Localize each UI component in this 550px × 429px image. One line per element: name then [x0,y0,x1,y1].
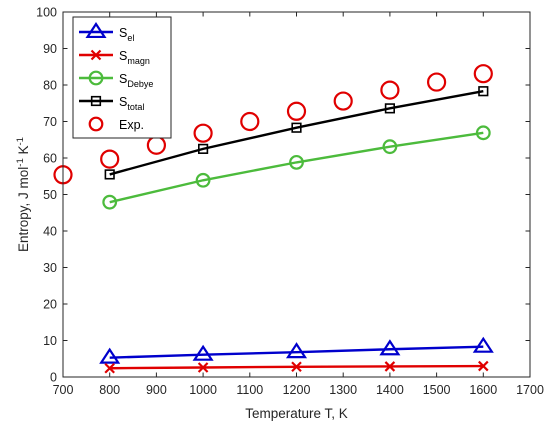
y-tick-label: 60 [43,152,57,166]
point-debye [102,194,118,210]
legend-marker-exp [88,116,104,132]
point-magn [104,362,115,374]
x-tick-label: 1400 [376,383,404,397]
legend-marker-total [90,95,102,107]
y-tick-label: 0 [50,371,57,385]
x-tick-label: 1600 [469,383,497,397]
x-tick-label: 800 [99,383,120,397]
legend-entry-magn: Smagn [79,49,150,66]
y-tick-label: 40 [43,225,57,239]
point-debye [475,125,491,141]
series-el [99,336,494,364]
series-magn [104,360,489,374]
legend-entry-debye: SDebye [79,70,153,89]
y-tick-label: 50 [43,188,57,202]
point-el [472,336,494,353]
x-tick-label: 1200 [283,383,311,397]
point-debye [289,154,304,170]
legend-label-magn: Smagn [119,49,150,66]
point-magn [384,361,396,372]
series-total [104,86,489,180]
x-tick-label: 700 [53,383,74,397]
point-magn [478,360,489,372]
line-debye [109,131,484,204]
y-tick-label: 10 [43,334,57,348]
legend-marker-debye [88,70,104,86]
point-exp [426,72,447,92]
x-tick-label: 1700 [516,383,544,397]
point-exp [286,101,307,121]
y-tick-label: 30 [43,261,57,275]
x-tick-label: 1500 [423,383,451,397]
legend-entry-total: Stotal [79,95,144,112]
y-tick-label: 100 [36,6,57,20]
legend-entry-el: Sel [79,21,134,43]
legend-label-total: Stotal [119,95,144,112]
y-tick-label: 80 [43,79,57,93]
legend-label-debye: SDebye [119,72,153,89]
point-el [379,339,401,356]
line-total [109,90,484,176]
legend-marker-el [85,21,107,39]
point-exp [333,91,353,111]
legend-marker-magn [90,49,102,61]
point-exp [100,149,120,169]
x-tick-label: 1100 [236,383,263,397]
point-total [291,122,302,133]
y-tick-label: 90 [43,42,57,56]
x-axis-label: Temperature T, K [245,406,348,421]
point-total [478,86,489,97]
series-debye [102,125,491,210]
legend-entry-exp: Exp. [88,116,144,132]
point-total [384,103,396,114]
point-el [285,342,308,359]
point-exp [240,111,260,132]
point-total [104,169,115,180]
legend-label-exp: Exp. [119,118,144,132]
point-el [99,347,121,364]
point-exp [380,80,400,100]
point-exp [193,123,213,143]
line-el [109,345,484,359]
point-debye [195,172,211,188]
x-tick-label: 900 [146,383,167,397]
legend: Sel Smagn SDebye Stotal Exp. [72,16,172,139]
y-axis-label: Entropy, J mol-1 K-1 [15,137,31,252]
axes-layer: 700 800 900 1000 1100 1200 1300 1400 1500 1600 170… [36,6,544,398]
y-tick-label: 70 [43,115,57,129]
y-tick-label: 20 [43,298,57,312]
point-magn [197,362,209,373]
legend-label-el: Sel [119,26,134,43]
x-tick-label: 1300 [329,383,357,397]
point-total [198,143,209,154]
point-el [192,344,214,361]
point-exp [473,64,493,84]
point-debye [382,139,398,155]
x-tick-label: 1000 [189,383,217,397]
point-magn [291,361,302,373]
